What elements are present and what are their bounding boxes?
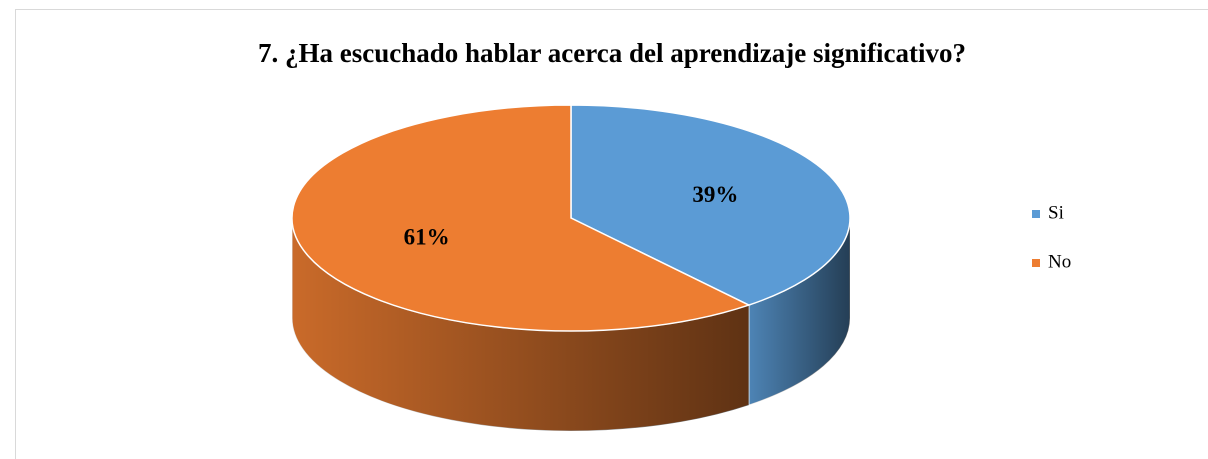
legend-swatch xyxy=(1032,210,1040,218)
chart-frame xyxy=(15,9,1208,459)
legend-label: No xyxy=(1048,251,1071,272)
pie-slice xyxy=(570,104,851,306)
chart-title: 7. ¿Ha escuchado hablar acerca del apren… xyxy=(258,38,966,68)
pie-side-shade xyxy=(292,218,749,431)
legend-swatch xyxy=(1032,259,1040,267)
pie: 39% 61% xyxy=(291,104,851,432)
pie-slice xyxy=(291,104,751,332)
pie-side-shade xyxy=(748,218,851,406)
legend-label: Si xyxy=(1048,202,1064,223)
data-label: 39% xyxy=(692,182,738,207)
data-label: 61% xyxy=(404,224,450,249)
legend: Si No xyxy=(1032,202,1071,272)
